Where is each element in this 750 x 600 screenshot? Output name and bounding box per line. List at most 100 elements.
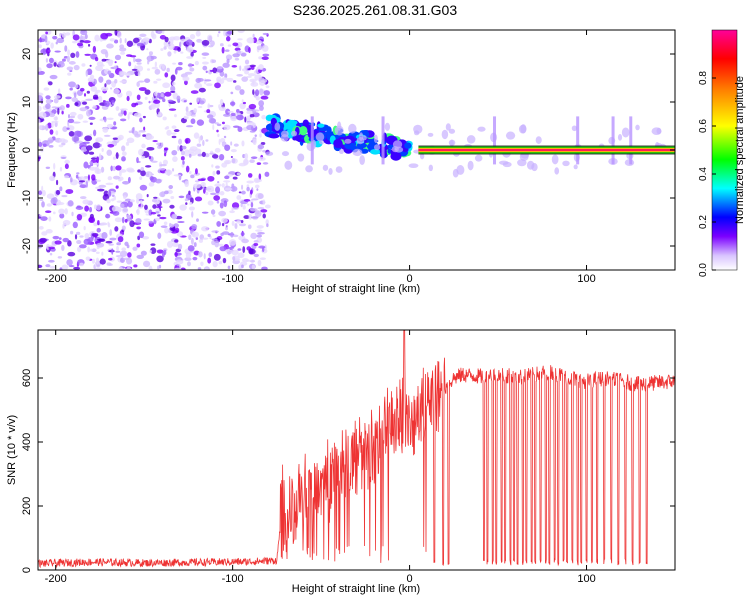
noise-cell <box>58 144 64 148</box>
noise-cell <box>262 32 269 36</box>
noise-cell <box>71 211 74 217</box>
noise-cell <box>178 195 185 199</box>
noise-cell <box>92 129 97 137</box>
noise-cell <box>38 242 43 249</box>
noise-cell <box>111 248 114 255</box>
noise-cell <box>231 65 238 68</box>
noise-cell <box>65 32 71 36</box>
y-tick-label: 0 <box>21 567 33 573</box>
x-tick-label: 0 <box>407 573 413 585</box>
noise-cell <box>121 151 127 156</box>
noise-cell <box>95 65 104 72</box>
noise-cell <box>255 39 262 45</box>
noise-cell <box>94 57 99 62</box>
colorbar-tick-label: 0.4 <box>698 167 709 181</box>
noise-cell <box>213 253 221 261</box>
noise-cell <box>136 156 139 164</box>
noise-cell <box>214 183 223 187</box>
haze-cell <box>413 124 423 134</box>
y-tick-label: 0 <box>21 147 33 153</box>
noise-cell <box>98 95 103 103</box>
noise-cell <box>114 78 118 84</box>
noise-cell <box>172 156 178 163</box>
noise-cell <box>107 70 112 75</box>
noise-cell <box>266 223 269 228</box>
noise-cell <box>138 80 145 83</box>
spike-cell <box>310 116 314 165</box>
noise-cell <box>141 143 146 149</box>
noise-cell <box>174 267 182 270</box>
noise-cell <box>147 55 152 63</box>
noise-cell <box>195 237 199 241</box>
noise-cell <box>160 225 168 228</box>
noise-cell <box>126 40 134 47</box>
noise-cell <box>218 153 225 161</box>
noise-cell <box>190 174 195 179</box>
noise-cell <box>249 159 255 164</box>
noise-cell <box>38 105 42 112</box>
noise-cell <box>38 111 47 119</box>
noise-cell <box>253 240 259 243</box>
colorbar-tick-label: 0.8 <box>698 71 709 85</box>
noise-cell <box>163 46 167 50</box>
noise-cell <box>261 114 267 120</box>
noise-cell <box>49 252 53 256</box>
haze-cell <box>445 123 451 131</box>
noise-cell <box>236 220 241 224</box>
noise-cell <box>53 62 57 67</box>
noise-cell <box>188 63 193 68</box>
noise-cell <box>257 231 265 235</box>
noise-cell <box>158 167 166 171</box>
noise-cell <box>135 65 144 72</box>
noise-cell <box>76 246 82 253</box>
noise-cell <box>231 202 240 209</box>
colorbar-label: Normalized spectral amplitude <box>734 76 746 224</box>
noise-cell <box>38 67 42 72</box>
noise-cell <box>250 156 258 160</box>
noise-cell <box>203 78 207 85</box>
noise-cell <box>171 150 178 156</box>
noise-cell <box>38 225 44 230</box>
noise-cell <box>144 78 151 83</box>
haze-cell <box>384 122 391 131</box>
noise-cell <box>163 40 169 48</box>
noise-cell <box>236 114 244 121</box>
noise-cell <box>38 44 42 49</box>
noise-cell <box>38 38 46 43</box>
noise-cell <box>185 202 188 205</box>
haze-cell <box>394 146 404 153</box>
noise-cell <box>129 199 135 203</box>
noise-cell <box>216 170 221 175</box>
noise-cell <box>59 186 63 192</box>
noise-cell <box>246 121 255 126</box>
noise-cell <box>197 105 203 109</box>
noise-cell <box>208 45 214 48</box>
noise-cell <box>148 265 153 270</box>
noise-cell <box>237 252 245 259</box>
noise-cell <box>176 95 181 102</box>
noise-cell <box>181 145 187 150</box>
noise-cell <box>146 135 155 140</box>
noise-cell <box>162 159 168 165</box>
noise-cell <box>42 48 45 55</box>
noise-cell <box>259 257 266 261</box>
noise-cell <box>109 104 113 107</box>
noise-cell <box>146 193 149 198</box>
noise-cell <box>264 171 270 177</box>
x-tick-label: -100 <box>222 573 244 585</box>
noise-cell <box>166 67 170 73</box>
noise-cell <box>104 83 107 88</box>
noise-cell <box>96 238 105 242</box>
noise-cell <box>40 98 44 105</box>
noise-cell <box>79 87 85 92</box>
noise-cell <box>230 141 233 146</box>
noise-cell <box>138 148 144 156</box>
noise-cell <box>221 183 225 188</box>
noise-cell <box>49 129 54 135</box>
noise-cell <box>105 182 114 186</box>
noise-cell <box>241 76 249 82</box>
noise-cell <box>219 246 227 252</box>
noise-cell <box>172 36 181 41</box>
haze-cell <box>344 138 352 144</box>
